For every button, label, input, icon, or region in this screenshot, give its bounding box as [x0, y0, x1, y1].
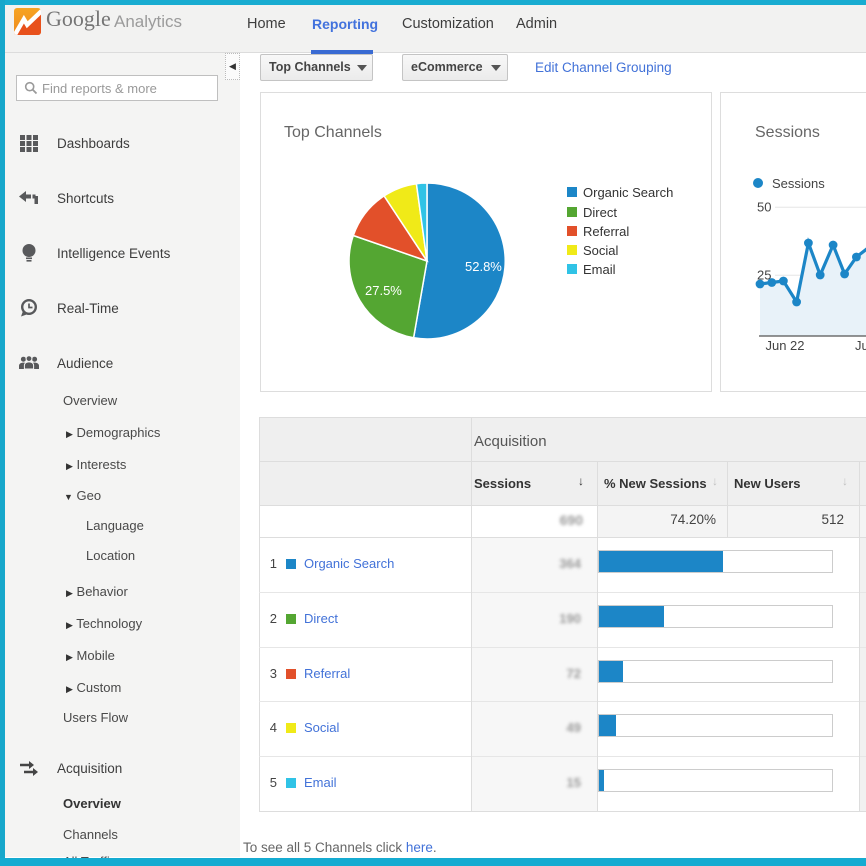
svg-text:Jun 22: Jun 22: [765, 338, 804, 353]
svg-text:Jun 29: Jun 29: [855, 338, 866, 353]
svg-text:25: 25: [757, 268, 771, 283]
svg-text:50: 50: [757, 200, 771, 215]
